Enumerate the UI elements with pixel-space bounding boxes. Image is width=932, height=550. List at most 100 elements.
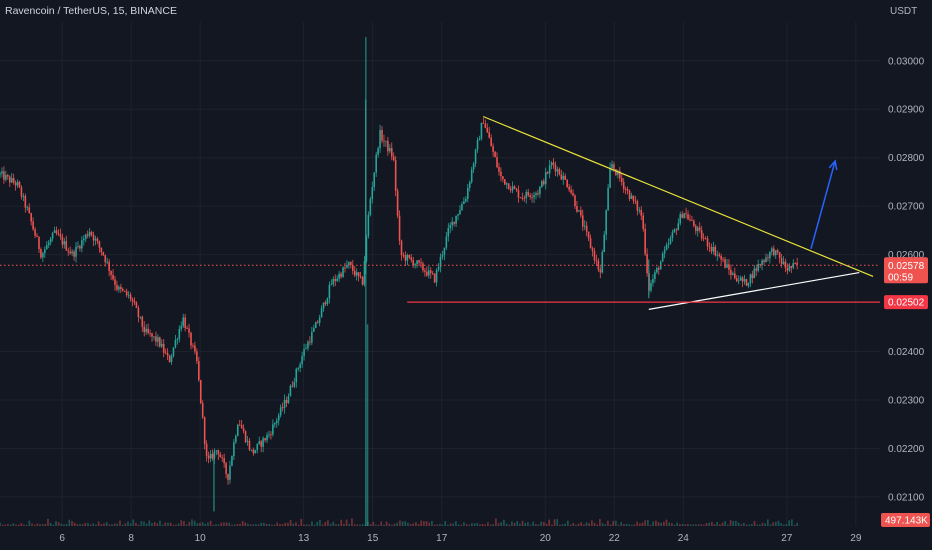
volume-bar: [535, 524, 537, 526]
volume-bar: [623, 524, 625, 526]
candle-body: [714, 246, 717, 256]
volume-bar: [583, 524, 585, 526]
candle-body: [478, 138, 481, 141]
candle-body: [365, 236, 368, 262]
volume-bar: [300, 518, 303, 526]
volume-bar: [615, 520, 617, 526]
candle-body: [350, 262, 352, 265]
annotation-layer: [407, 115, 880, 310]
volume-bar: [124, 523, 127, 526]
candle-body: [209, 453, 212, 459]
volume-bar: [617, 524, 620, 526]
volume-bar: [740, 524, 742, 526]
candle-body: [502, 176, 504, 180]
volume-bar: [407, 522, 409, 526]
candle-body: [242, 428, 245, 432]
volume-bar: [31, 523, 33, 526]
volume-bar: [279, 524, 281, 526]
volume-bar: [140, 520, 143, 526]
volume-bar: [265, 523, 268, 526]
candle-body: [607, 187, 609, 211]
volume-bar: [484, 524, 487, 526]
candle-body: [112, 274, 114, 280]
candle-body: [675, 229, 678, 231]
volume-bar: [137, 524, 140, 526]
volume-bar: [204, 523, 207, 526]
x-tick-label: 24: [678, 533, 690, 544]
volume-bar: [271, 524, 273, 526]
y-tick-label: 0.02200: [888, 444, 925, 455]
volume-bar: [671, 523, 673, 526]
candle-body: [16, 181, 19, 186]
candle-body: [149, 332, 151, 334]
volume-bar: [500, 522, 503, 526]
x-tick-label: 22: [609, 533, 621, 544]
volume-bar: [604, 524, 607, 526]
volume-bar: [644, 520, 647, 526]
volume-bar: [327, 520, 329, 526]
candle-body: [763, 260, 765, 263]
candle-body: [636, 201, 639, 211]
candle-body: [734, 273, 736, 279]
volume-bar: [468, 524, 471, 526]
volume-bar: [20, 523, 23, 526]
volume-bar: [228, 522, 231, 526]
candle-body: [693, 220, 695, 227]
candle-body: [272, 424, 274, 435]
candle-body: [131, 299, 134, 301]
candle-body: [533, 194, 535, 198]
candle-body: [32, 221, 34, 230]
candle-body: [753, 268, 756, 279]
volume-bar: [159, 520, 161, 526]
volume-bar: [492, 524, 495, 526]
volume-bar: [511, 521, 513, 526]
candle-body: [254, 450, 257, 454]
candle-body: [726, 264, 728, 268]
volume-bar: [793, 524, 796, 526]
candle-body: [81, 240, 83, 249]
candle-body: [279, 407, 282, 416]
candle-body: [447, 227, 450, 237]
candle-body: [121, 289, 124, 291]
candle-body: [759, 264, 761, 265]
volume-bar: [791, 519, 793, 526]
volume-spike: [366, 324, 369, 526]
candle-body: [400, 240, 403, 256]
volume-bar: [276, 522, 279, 526]
candle-body: [172, 347, 175, 356]
candle-body: [716, 254, 719, 256]
volume-bar: [460, 524, 463, 526]
candle-body: [420, 262, 422, 264]
candle-body: [98, 241, 101, 248]
volume-bar: [455, 521, 457, 526]
candle-body: [656, 268, 658, 273]
projection-arrow-head: [828, 159, 838, 171]
candle-body: [320, 308, 323, 318]
candle-body: [767, 257, 769, 259]
volume-bar: [695, 524, 697, 526]
candle-body: [20, 187, 23, 197]
candle-body: [776, 250, 779, 253]
candle-body: [593, 251, 596, 261]
candle-body: [463, 201, 465, 205]
volume-bar: [647, 520, 649, 526]
candle-body: [102, 252, 105, 256]
candle-body: [461, 204, 463, 211]
volume-bar: [372, 521, 375, 526]
candle-layer: [0, 99, 798, 512]
candle-body: [494, 151, 496, 158]
candle-body: [550, 162, 553, 166]
candle-body: [523, 197, 526, 199]
candle-body: [84, 234, 87, 239]
volume-layer: [0, 37, 798, 527]
volume-bar: [692, 524, 694, 526]
candle-body: [591, 248, 594, 252]
volume-bar: [233, 524, 236, 526]
candle-body: [120, 286, 122, 290]
candle-body: [75, 246, 77, 257]
candle-body: [387, 140, 389, 152]
candle-body: [233, 442, 235, 457]
volume-bar: [175, 524, 177, 526]
